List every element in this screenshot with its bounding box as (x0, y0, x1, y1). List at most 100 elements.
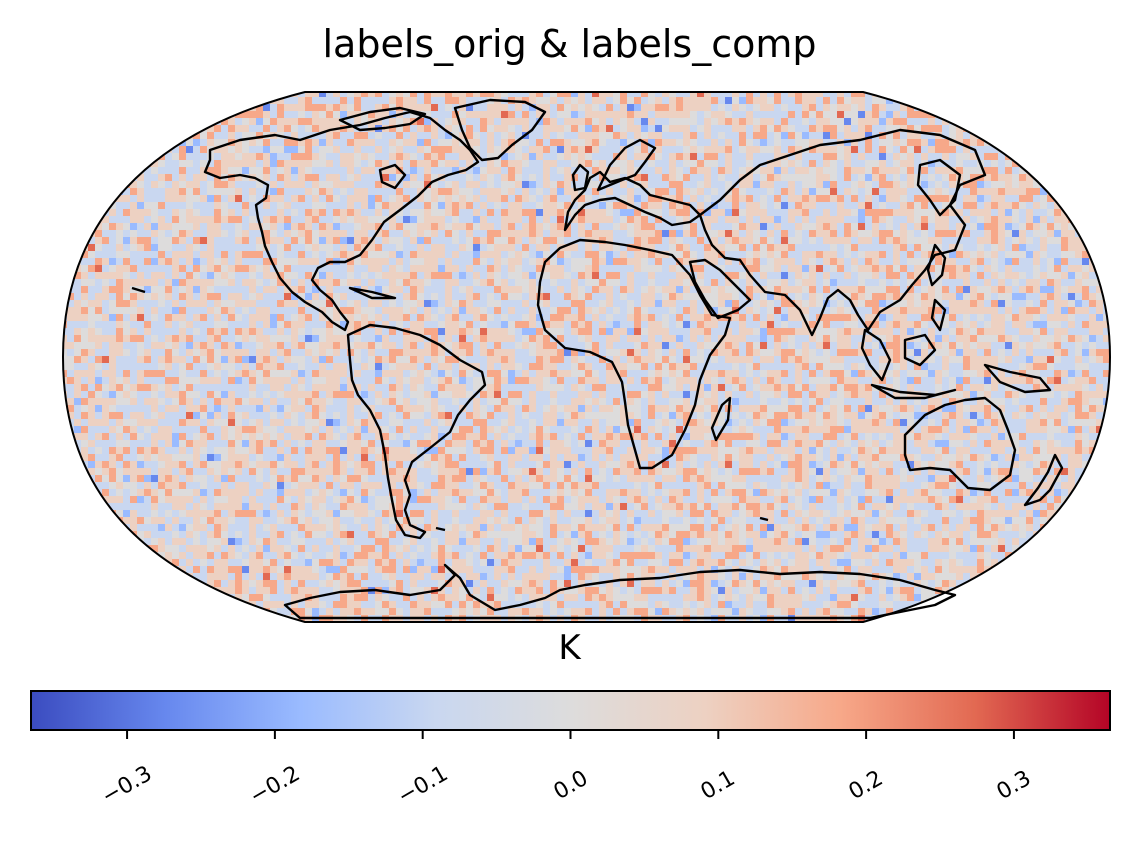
field-pixel (865, 251, 872, 258)
field-pixel (760, 237, 767, 244)
field-pixel (95, 132, 102, 139)
field-pixel (585, 244, 592, 251)
field-pixel (452, 174, 459, 181)
field-pixel (648, 111, 655, 118)
field-pixel (907, 307, 914, 314)
field-pixel (1110, 286, 1117, 293)
field-pixel (998, 300, 1005, 307)
field-pixel (277, 153, 284, 160)
field-pixel (823, 92, 830, 97)
field-pixel (690, 160, 697, 167)
field-pixel (795, 125, 802, 132)
field-pixel (501, 293, 508, 300)
field-pixel (662, 244, 669, 251)
field-pixel (816, 251, 823, 258)
field-pixel (1005, 146, 1012, 153)
field-pixel (368, 265, 375, 272)
field-pixel (445, 125, 452, 132)
field-pixel (851, 153, 858, 160)
field-pixel (235, 251, 242, 258)
field-pixel (284, 118, 291, 125)
field-pixel (963, 314, 970, 321)
field-pixel (851, 293, 858, 300)
field-pixel (445, 195, 452, 202)
field-pixel (767, 286, 774, 293)
field-pixel (375, 223, 382, 230)
field-pixel (823, 146, 830, 153)
field-pixel (102, 104, 109, 111)
field-pixel (830, 181, 837, 188)
field-pixel (781, 188, 788, 195)
field-pixel (235, 174, 242, 181)
field-pixel (389, 244, 396, 251)
field-pixel (1012, 251, 1019, 258)
field-pixel (389, 97, 396, 104)
field-pixel (1019, 125, 1026, 132)
field-pixel (1047, 279, 1054, 286)
field-pixel (1012, 216, 1019, 223)
field-pixel (991, 146, 998, 153)
field-pixel (312, 314, 319, 321)
field-pixel (571, 223, 578, 230)
field-pixel (851, 174, 858, 181)
field-pixel (578, 300, 585, 307)
field-pixel (704, 146, 711, 153)
field-pixel (963, 300, 970, 307)
field-pixel (347, 237, 354, 244)
field-pixel (949, 132, 956, 139)
field-pixel (137, 104, 144, 111)
field-pixel (221, 188, 228, 195)
field-pixel (956, 167, 963, 174)
field-pixel (312, 293, 319, 300)
field-pixel (963, 167, 970, 174)
field-pixel (900, 279, 907, 286)
field-pixel (613, 300, 620, 307)
field-pixel (949, 307, 956, 314)
field-pixel (543, 307, 550, 314)
field-pixel (816, 223, 823, 230)
field-pixel (501, 209, 508, 216)
field-pixel (172, 216, 179, 223)
field-pixel (424, 139, 431, 146)
field-pixel (1005, 174, 1012, 181)
field-pixel (389, 314, 396, 321)
field-pixel (123, 265, 130, 272)
field-pixel (396, 146, 403, 153)
field-pixel (634, 153, 641, 160)
field-pixel (165, 286, 172, 293)
field-pixel (970, 244, 977, 251)
field-pixel (1089, 188, 1096, 195)
field-pixel (704, 188, 711, 195)
field-pixel (907, 209, 914, 216)
field-pixel (305, 251, 312, 258)
field-pixel (837, 202, 844, 209)
field-pixel (690, 153, 697, 160)
field-pixel (277, 104, 284, 111)
field-pixel (1047, 307, 1054, 314)
field-pixel (193, 209, 200, 216)
field-pixel (305, 195, 312, 202)
field-pixel (291, 174, 298, 181)
field-pixel (949, 146, 956, 153)
field-pixel (1068, 118, 1075, 125)
field-pixel (641, 293, 648, 300)
field-pixel (1061, 118, 1068, 125)
field-pixel (480, 300, 487, 307)
field-pixel (1012, 286, 1019, 293)
field-pixel (368, 307, 375, 314)
field-pixel (725, 300, 732, 307)
field-pixel (382, 251, 389, 258)
field-pixel (151, 118, 158, 125)
field-pixel (599, 167, 606, 174)
field-pixel (620, 188, 627, 195)
field-pixel (914, 174, 921, 181)
field-pixel (683, 160, 690, 167)
field-pixel (921, 293, 928, 300)
field-pixel (515, 92, 522, 97)
field-pixel (347, 97, 354, 104)
field-pixel (109, 272, 116, 279)
field-pixel (151, 258, 158, 265)
field-pixel (529, 153, 536, 160)
field-pixel (340, 195, 347, 202)
field-pixel (487, 202, 494, 209)
